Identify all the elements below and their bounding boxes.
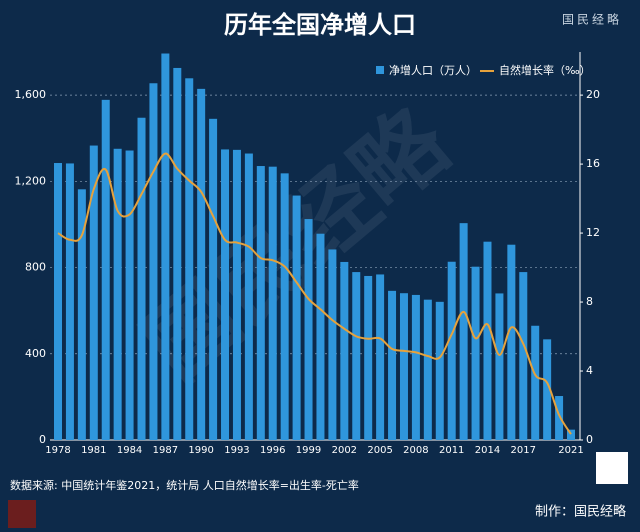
bar (280, 173, 289, 440)
x-tick-label: 2014 (475, 445, 500, 456)
bar (221, 149, 230, 441)
bar (137, 117, 146, 440)
bar (507, 244, 516, 440)
y2-tick-label: 16 (586, 157, 600, 170)
x-tick-label: 1984 (117, 445, 142, 456)
line (57, 152, 572, 435)
x-tick-label: 2005 (367, 445, 392, 456)
bar (185, 78, 194, 440)
bar (65, 163, 74, 441)
y-tick-label: 1,200 (15, 174, 47, 187)
x-tick-label: 1981 (81, 445, 106, 456)
bar (113, 148, 122, 441)
legend-label: 净增人口（万人） (389, 63, 477, 77)
x-tick-label: 1987 (153, 445, 178, 456)
bar (495, 293, 504, 440)
x-tick-label: 2021 (558, 445, 583, 456)
bar (399, 293, 408, 440)
y2-tick-label: 4 (586, 364, 593, 377)
y2-tick-label: 0 (586, 433, 593, 446)
legend-swatch (376, 66, 384, 74)
source: 数据来源: 中国统计年鉴2021，统计局 人口自然增长率=出生率-死亡率 (10, 478, 359, 492)
bar (304, 219, 313, 440)
bar (435, 301, 444, 440)
bar (77, 189, 86, 440)
x-tick-label: 2017 (511, 445, 536, 456)
legend-label: 自然增长率（‰） (499, 63, 591, 77)
bar (161, 53, 170, 441)
x-tick-label: 1993 (224, 445, 249, 456)
x-tick-label: 2011 (439, 445, 464, 456)
logo-badge (8, 500, 36, 528)
bar (316, 233, 325, 440)
x-tick-label: 1996 (260, 445, 285, 456)
y-tick-label: 0 (39, 433, 46, 446)
bar (519, 272, 528, 440)
bar (232, 149, 241, 440)
bar (125, 150, 134, 440)
bar (411, 294, 420, 440)
x-tick-label: 1990 (188, 445, 213, 456)
bar (101, 99, 110, 440)
bar (447, 261, 456, 440)
bar (173, 67, 182, 440)
bar (376, 274, 385, 440)
bar (244, 153, 253, 440)
bar (256, 166, 265, 441)
bar (364, 275, 373, 440)
bar (423, 299, 432, 440)
x-tick-label: 1999 (296, 445, 321, 456)
bar (89, 145, 98, 440)
y-tick-label: 1,600 (15, 88, 47, 101)
bar (567, 429, 575, 440)
x-tick-label: 1978 (45, 445, 70, 456)
bar (197, 88, 206, 441)
x-tick-label: 2002 (332, 445, 357, 456)
y-tick-label: 800 (25, 261, 46, 274)
bar (471, 266, 480, 440)
y-tick-label: 400 (25, 347, 46, 360)
credit: 制作：国民经略 (535, 504, 626, 520)
bar (292, 195, 301, 440)
bar (54, 163, 62, 440)
bar (388, 290, 397, 440)
chart-title: 历年全国净增人口 (224, 11, 416, 39)
qr-code (596, 452, 628, 484)
bar (543, 339, 552, 440)
bar (459, 223, 468, 440)
y2-tick-label: 20 (586, 88, 600, 101)
bar (531, 325, 540, 440)
bar (340, 261, 349, 440)
bar (352, 272, 361, 440)
bar (328, 249, 337, 440)
bar (555, 396, 564, 440)
bar (209, 118, 218, 441)
bar (149, 83, 158, 440)
y2-tick-label: 8 (586, 295, 593, 308)
bar (483, 241, 492, 440)
logo: 国民经略 (562, 12, 622, 27)
x-tick-label: 2008 (403, 445, 428, 456)
bar (268, 166, 277, 441)
y2-tick-label: 12 (586, 226, 600, 239)
